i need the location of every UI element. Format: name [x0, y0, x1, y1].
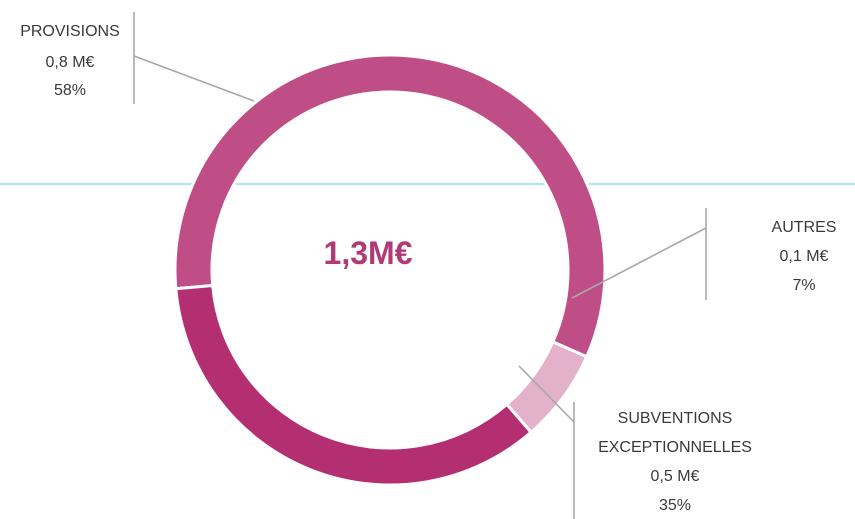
label-group-autres: AUTRES 0,1 M€ 7% [571, 208, 837, 300]
slice-label-provisions: PROVISIONS [20, 23, 120, 40]
leader-line-provisions [133, 55, 255, 102]
slice-amount-autres: 0,1 M€ [780, 248, 829, 265]
slice-percent-autres: 7% [792, 277, 815, 294]
leader-line-subventions [518, 365, 575, 423]
slice-amount-provisions: 0,8 M€ [46, 54, 95, 71]
leader-line-autres [571, 227, 707, 299]
donut-slices [173, 53, 607, 487]
slice-label-subventions-line2: EXCEPTIONNELLES [598, 439, 752, 456]
donut-slice-subventions [174, 283, 534, 487]
donut-slice-provisions [173, 53, 607, 359]
label-group-subventions: SUBVENTIONS EXCEPTIONNELLES 0,5 M€ 35% [518, 365, 752, 519]
slice-amount-subventions: 0,5 M€ [651, 468, 700, 485]
label-group-provisions: PROVISIONS 0,8 M€ 58% [20, 12, 255, 104]
slice-label-autres: AUTRES [772, 219, 837, 236]
slice-percent-provisions: 58% [54, 82, 86, 99]
slice-percent-subventions: 35% [659, 497, 691, 514]
slice-label-subventions-line1: SUBVENTIONS [618, 410, 733, 427]
center-total-label: 1,3M€ [324, 235, 413, 271]
